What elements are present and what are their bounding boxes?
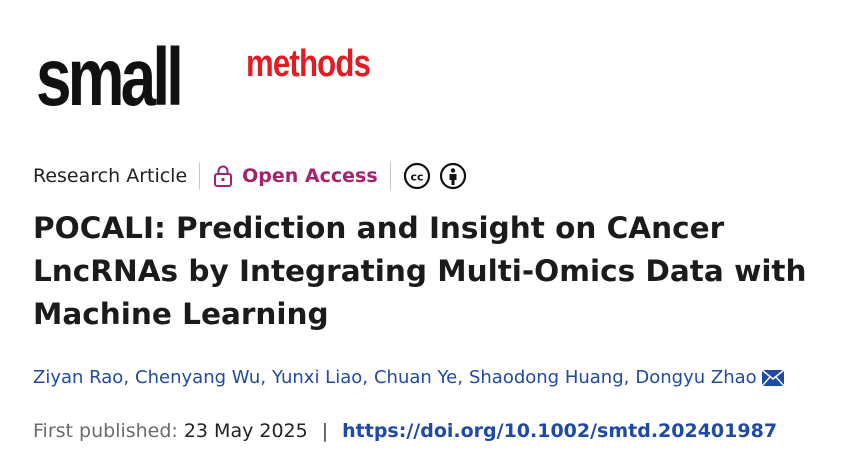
meta-divider [389, 162, 391, 190]
publication-date: 23 May 2025 [183, 420, 308, 442]
author-list: Ziyan Rao, Chenyang Wu, Yunxi Liao, Chua… [33, 367, 785, 388]
author-separator: , [623, 367, 630, 388]
meta-divider [199, 162, 201, 190]
article-title: POCALI: Prediction and Insight on CAncer… [33, 211, 807, 331]
author-link[interactable]: Ziyan Rao [33, 367, 124, 388]
logo-methods-text: methods [246, 43, 371, 85]
svg-text:cc: cc [410, 171, 423, 184]
author-separator: , [260, 367, 267, 388]
journal-logo[interactable]: small methods [36, 32, 397, 123]
author-separator: , [362, 367, 368, 388]
author-separator: , [123, 367, 130, 388]
article-meta-row: Research Article Open Access cc [33, 160, 467, 192]
attribution-icon[interactable] [439, 162, 467, 190]
author-separator: , [457, 367, 463, 388]
author-link[interactable]: Dongyu Zhao [635, 367, 757, 388]
open-access-label[interactable]: Open Access [242, 165, 378, 187]
author-link[interactable]: Yunxi Liao [272, 367, 363, 388]
author-link[interactable]: Chenyang Wu [135, 367, 261, 388]
article-type: Research Article [33, 165, 188, 187]
publication-info: First published: 23 May 2025 | https://d… [33, 420, 777, 442]
author-link[interactable]: Chuan Ye [373, 367, 458, 388]
pub-separator: | [321, 420, 329, 442]
envelope-icon[interactable] [761, 368, 785, 387]
creative-commons-icon[interactable]: cc [403, 162, 431, 190]
license-icons[interactable]: cc [403, 162, 467, 190]
first-published-label: First published: [33, 420, 178, 442]
author-link[interactable]: Shaodong Huang [468, 367, 624, 388]
doi-link[interactable]: https://doi.org/10.1002/smtd.202401987 [342, 420, 778, 442]
logo-small-text: small [36, 32, 184, 123]
lock-icon [212, 164, 234, 188]
